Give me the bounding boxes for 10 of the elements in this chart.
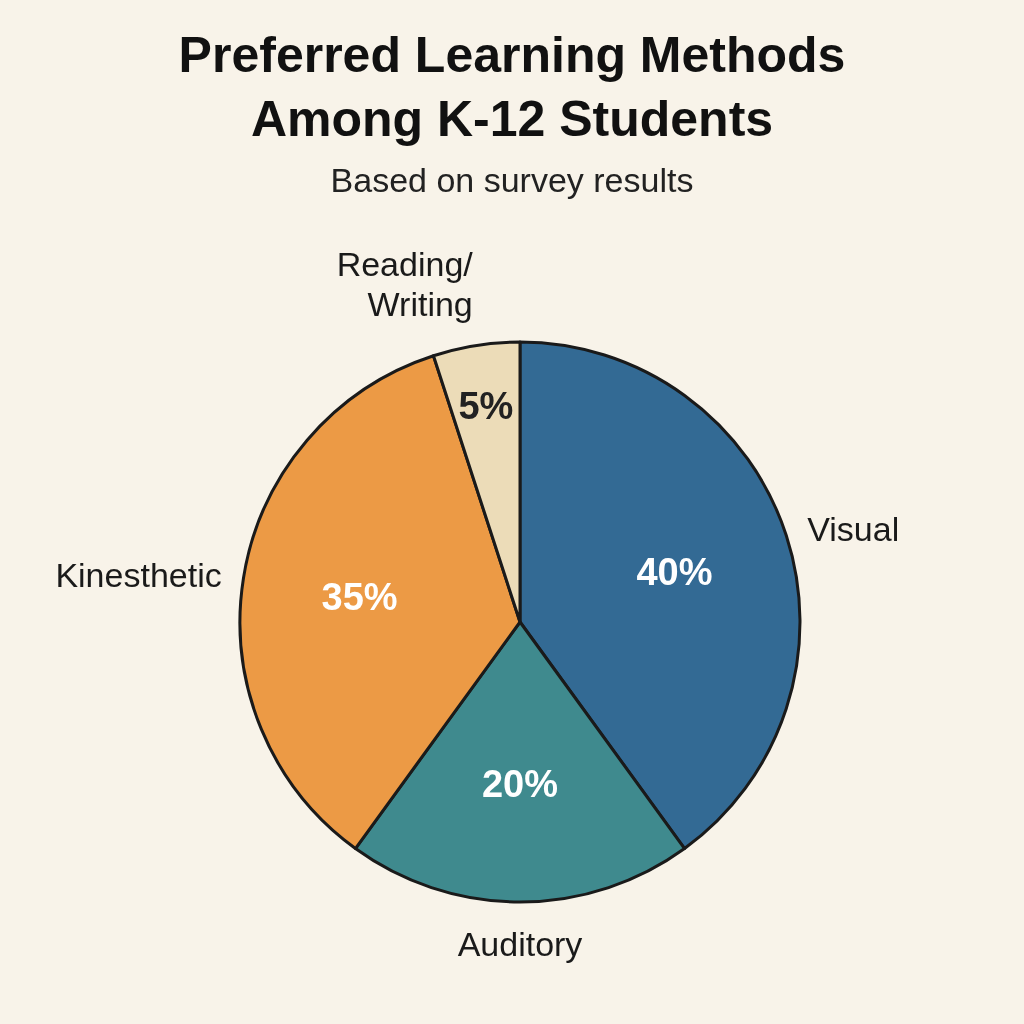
slice-label: Reading/ Writing [336, 244, 474, 323]
slice-label: Visual [807, 509, 900, 548]
chart-title: Preferred Learning Methods Among K-12 Students [178, 27, 846, 147]
data-label: 20% [481, 763, 559, 806]
slice-label: Auditory [457, 925, 583, 963]
data-label: 5% [458, 385, 514, 428]
chart-subtitle: Based on survey results [330, 161, 694, 199]
data-label: 40% [636, 550, 713, 593]
slice-label: Kinesthetic [55, 555, 222, 594]
data-label: 35% [321, 575, 398, 618]
